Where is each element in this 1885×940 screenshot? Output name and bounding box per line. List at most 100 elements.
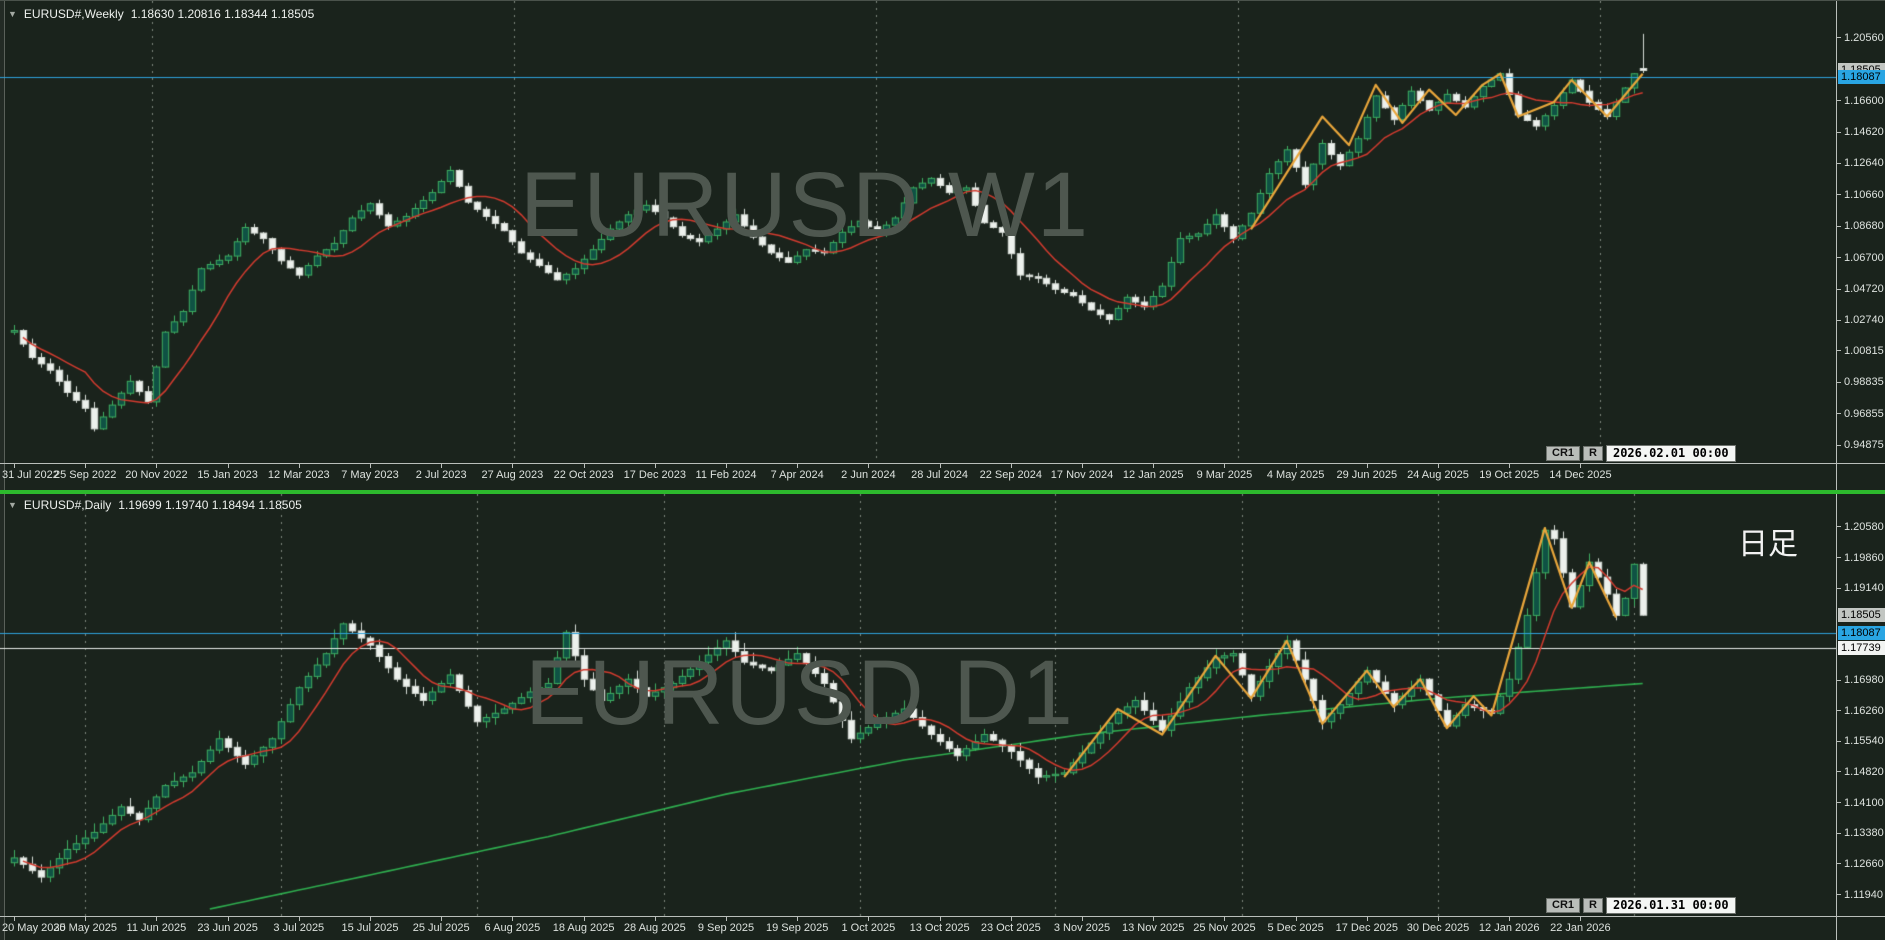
date-tick-mark [370, 464, 371, 468]
date-tick-mark [1082, 917, 1083, 921]
price-tick-label: 1.20560 [1844, 31, 1884, 44]
date-tick-label: 7 May 2023 [341, 469, 399, 481]
date-tick-mark [14, 464, 15, 468]
level-price-box: 1.18087 [1838, 70, 1885, 85]
date-tick-mark [1509, 917, 1511, 921]
date-tick-label: 31 Jul 2022 [2, 469, 59, 481]
weekly-title-row: ▼ EURUSD#,Weekly 1.18630 1.20816 1.18344 1… [8, 7, 314, 21]
price-tick-mark [1837, 194, 1841, 196]
date-tick-label: 5 Dec 2025 [1267, 922, 1324, 934]
date-tick-mark [512, 917, 514, 921]
date-tick-mark [227, 464, 229, 468]
crosshair-datetime-box[interactable]: 2026.01.31 00:00 [1605, 897, 1736, 914]
date-tick-label: 23 Jun 2025 [197, 922, 258, 934]
r-button[interactable]: R [1583, 898, 1603, 913]
date-tick-mark [1438, 464, 1439, 468]
price-tick-label: 1.14100 [1844, 796, 1884, 809]
level-price-box: 1.17739 [1838, 640, 1885, 655]
date-tick-label: 25 Sep 2022 [53, 469, 117, 481]
date-tick-label: 29 Jun 2025 [1336, 469, 1398, 481]
price-tick-mark [1837, 131, 1841, 133]
date-tick-label: 11 Feb 2024 [695, 469, 757, 481]
r-button[interactable]: R [1583, 446, 1603, 461]
chart-dropdown-icon[interactable]: ▼ [8, 8, 17, 19]
price-tick-label: 1.14820 [1844, 765, 1884, 778]
daily-ohlc: 1.19699 1.19740 1.18494 1.18505 [118, 498, 302, 512]
date-tick-label: 22 Sep 2024 [979, 469, 1042, 481]
panel-separator[interactable] [0, 490, 1885, 494]
date-tick-label: 11 Jun 2025 [126, 922, 187, 934]
date-tick-label: 28 Jul 2024 [911, 469, 969, 481]
date-tick-label: 18 Aug 2025 [552, 922, 615, 934]
date-tick-label: 17 Dec 2025 [1335, 922, 1398, 934]
date-tick-mark [1366, 917, 1368, 921]
date-tick-mark [85, 917, 87, 921]
date-tick-label: 12 Jan 2025 [1122, 469, 1184, 481]
date-tick-mark [1580, 917, 1582, 921]
date-tick-mark [14, 917, 15, 921]
date-tick-mark [868, 917, 870, 921]
date-tick-label: 25 Jul 2025 [412, 922, 470, 934]
price-tick-label: 1.04720 [1844, 283, 1884, 296]
price-tick-mark [1837, 557, 1841, 558]
date-tick-label: 23 Oct 2025 [980, 922, 1041, 934]
chart-dropdown-icon[interactable]: ▼ [8, 499, 17, 510]
date-tick-label: 19 Sep 2025 [765, 922, 829, 934]
date-tick-mark [1295, 464, 1297, 468]
price-tick-label: 1.19140 [1844, 582, 1884, 595]
date-tick-label: 3 Nov 2025 [1053, 922, 1111, 934]
weekly-chart-canvas[interactable] [0, 1, 1836, 490]
price-tick-label: 1.00815 [1844, 344, 1884, 357]
weekly-crosshair-toolbar: CR1 R 2026.02.01 00:00 [1546, 445, 1736, 462]
date-tick-mark [1153, 464, 1155, 468]
date-tick-mark [512, 464, 514, 468]
price-tick-label: 1.13380 [1844, 827, 1884, 840]
date-tick-label: 25 Nov 2025 [1193, 922, 1256, 934]
date-tick-mark [1224, 917, 1226, 921]
price-tick-mark [1837, 288, 1841, 290]
price-tick-label: 0.94875 [1844, 439, 1884, 452]
date-tick-mark [1366, 464, 1368, 468]
price-tick-label: 1.16600 [1844, 94, 1884, 107]
price-tick-label: 1.12660 [1844, 857, 1884, 870]
daily-symbol: EURUSD#,Daily [23, 498, 112, 512]
price-tick-mark [1837, 679, 1841, 681]
price-axis[interactable]: 1.20560 1.16600 1.14620 1.12640 1.10660 1.086… [1836, 1, 1885, 940]
date-tick-mark [1438, 917, 1439, 921]
cr1-button[interactable]: CR1 [1546, 898, 1581, 913]
price-tick-label: 1.19860 [1844, 551, 1884, 564]
daily-watermark: EURUSD D1 [525, 642, 1075, 744]
price-tick-mark [1837, 740, 1841, 742]
date-tick-mark [868, 464, 870, 468]
date-tick-label: 27 Aug 2023 [481, 469, 544, 481]
price-tick-label: 1.14620 [1844, 126, 1884, 139]
price-tick-mark [1837, 832, 1841, 834]
date-tick-label: 22 Jan 2026 [1550, 922, 1611, 934]
date-tick-mark [1295, 917, 1297, 921]
date-tick-mark [1509, 464, 1511, 468]
crosshair-datetime-box[interactable]: 2026.02.01 00:00 [1605, 445, 1736, 462]
date-tick-mark [583, 464, 585, 468]
daily-chart-canvas[interactable] [0, 494, 1836, 940]
weekly-symbol: EURUSD#,Weekly [23, 7, 124, 21]
price-tick-label: 1.02740 [1844, 314, 1884, 327]
price-tick-label: 1.08680 [1844, 220, 1884, 233]
price-tick-mark [1837, 863, 1841, 865]
date-tick-mark [1010, 464, 1012, 468]
price-tick-mark [1837, 381, 1841, 383]
date-tick-label: 14 Dec 2025 [1549, 469, 1612, 481]
price-tick-label: 1.20580 [1844, 520, 1884, 533]
price-tick-label: 1.15540 [1844, 735, 1884, 748]
date-tick-mark [298, 464, 300, 468]
price-tick-label: 1.16260 [1844, 704, 1884, 717]
date-tick-label: 15 Jan 2023 [197, 469, 258, 481]
date-tick-label: 30 May 2025 [53, 922, 117, 934]
date-tick-mark [298, 917, 300, 921]
date-tick-label: 3 Jul 2025 [273, 922, 325, 934]
cr1-button[interactable]: CR1 [1546, 446, 1581, 461]
daily-timeframe-label: 日足 [1738, 528, 1798, 561]
date-tick-mark [654, 464, 656, 468]
date-tick-label: 2 Jun 2024 [841, 469, 896, 481]
price-tick-label: 0.98835 [1844, 376, 1884, 389]
